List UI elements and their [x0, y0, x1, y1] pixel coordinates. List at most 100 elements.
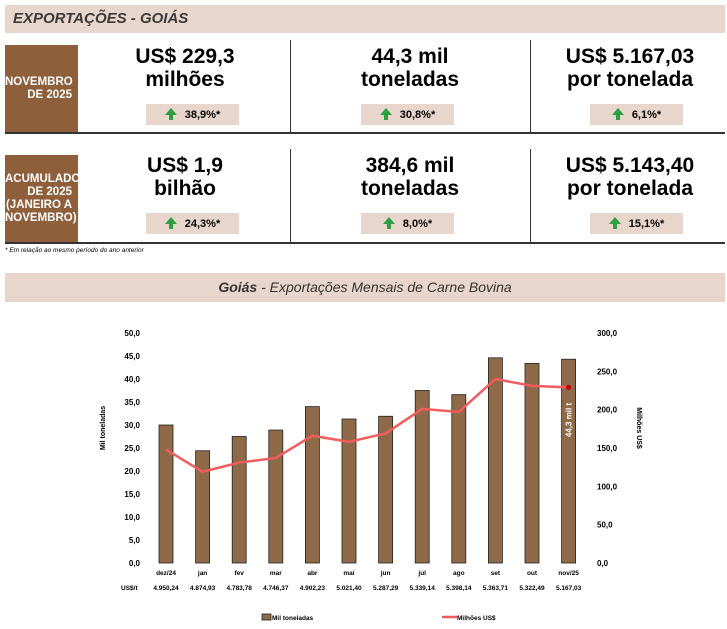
- price-label: 4.783,78: [227, 585, 253, 592]
- value-price-ytd: US$ 5.143,40 por tonelada: [565, 154, 695, 200]
- arrow-up-icon: [382, 217, 395, 229]
- change-value: 24,3%*: [184, 217, 221, 230]
- y-tick-label: 40,0: [124, 375, 140, 384]
- period-label-month: NOVEMBRO DE 2025: [5, 45, 78, 132]
- divider: [5, 132, 725, 134]
- price-label: 5.398,14: [446, 585, 472, 592]
- change-badge: 38,9%*: [146, 104, 239, 125]
- y2-tick-label: 0,0: [597, 559, 609, 568]
- y-tick-label: 35,0: [124, 398, 140, 407]
- value-volume-month: 44,3 mil toneladas: [360, 45, 460, 91]
- change-badge: 24,3%*: [146, 213, 239, 234]
- y-tick-label: 5,0: [129, 536, 141, 545]
- y2-tick-label: 250,0: [597, 367, 618, 376]
- y-tick-label: 15,0: [124, 490, 140, 499]
- price-label: 4.950,24: [153, 585, 179, 592]
- arrow-up-icon: [608, 217, 621, 229]
- value-price-month: US$ 5.167,03 por tonelada: [565, 45, 695, 91]
- y-tick-label: 50,0: [124, 329, 140, 338]
- x-tick-label: mar: [270, 570, 282, 577]
- bar: [195, 450, 211, 564]
- chart-title-region: Goiás: [218, 279, 258, 295]
- arrow-up-icon: [611, 108, 624, 120]
- change-value: 6,1%*: [631, 108, 662, 121]
- arrow-up-icon: [379, 108, 392, 120]
- arrow-up-icon: [164, 108, 177, 120]
- data-label: 44,3 mil t: [565, 403, 574, 438]
- y-tick-label: 10,0: [124, 513, 140, 522]
- bar: [451, 394, 467, 564]
- bar: [158, 424, 174, 564]
- price-label: 4.902,23: [300, 585, 326, 592]
- divider: [5, 242, 725, 244]
- bar: [304, 406, 320, 564]
- bar: [524, 362, 540, 564]
- change-badge: 6,1%*: [590, 104, 683, 125]
- price-row-label: US$/t: [121, 585, 138, 592]
- bar: [414, 390, 430, 564]
- x-tick-label: abr: [307, 570, 318, 577]
- price-label: 5.167,03: [556, 585, 582, 592]
- price-label: 5.021,40: [336, 585, 362, 592]
- y-tick-label: 45,0: [124, 352, 140, 361]
- divider: [530, 149, 531, 242]
- legend-line-label: Milhões US$: [457, 615, 496, 622]
- x-tick-label: nov/25: [558, 570, 579, 577]
- change-value: 30,8%*: [399, 108, 436, 121]
- bar: [231, 436, 247, 564]
- legend-bar-swatch: [261, 613, 272, 621]
- page-title: EXPORTAÇÕES - GOIÁS: [13, 10, 189, 27]
- change-badge: 30,8%*: [361, 104, 454, 125]
- divider: [530, 40, 531, 132]
- y2-tick-label: 300,0: [597, 329, 618, 338]
- chart-title-text: - Exportações Mensais de Carne Bovina: [257, 279, 512, 295]
- footnote: * Em relação ao mesmo período do ano ant…: [5, 247, 144, 254]
- bar: [487, 357, 503, 564]
- x-tick-label: fev: [234, 570, 244, 577]
- bar: [378, 415, 394, 564]
- x-tick-label: jul: [417, 570, 426, 577]
- price-label: 5.363,71: [483, 585, 509, 592]
- y2-tick-label: 150,0: [597, 444, 618, 453]
- series-line: [165, 377, 569, 474]
- y2-tick-label: 100,0: [597, 482, 618, 491]
- change-badge: 8,0%*: [361, 213, 454, 234]
- y2-tick-label: 200,0: [597, 406, 618, 415]
- chart-title: Goiás - Exportações Mensais de Carne Bov…: [5, 273, 725, 302]
- value-volume-ytd: 384,6 mil toneladas: [360, 154, 460, 200]
- x-tick-label: dez/24: [156, 570, 176, 577]
- legend-bar-label: Mil toneladas: [272, 615, 314, 622]
- divider: [290, 149, 291, 242]
- arrow-up-icon: [164, 217, 177, 229]
- bar: [561, 358, 576, 564]
- y-tick-label: 20,0: [124, 467, 140, 476]
- y-tick-label: 25,0: [124, 444, 140, 453]
- y-axis-label: Mil toneladas: [100, 406, 107, 450]
- bar: [268, 429, 284, 564]
- change-value: 15,1%*: [628, 217, 665, 230]
- price-label: 5.287,29: [373, 585, 399, 592]
- y-tick-label: 30,0: [124, 421, 140, 430]
- page-header: EXPORTAÇÕES - GOIÁS: [5, 5, 725, 33]
- y2-axis-label: Milhões US$: [635, 407, 642, 449]
- value-revenue-month: US$ 229,3 milhões: [135, 45, 235, 91]
- change-badge: 15,1%*: [590, 213, 683, 234]
- period-label-ytd: ACUMULADO DE 2025 (JANEIRO A NOVEMBRO): [5, 155, 80, 242]
- bar: [341, 418, 357, 564]
- y-tick-label: 0,0: [129, 559, 141, 568]
- value-revenue-ytd: US$ 1,9 bilhão: [147, 154, 223, 200]
- x-tick-label: jan: [197, 570, 207, 577]
- x-tick-label: mai: [343, 570, 354, 577]
- price-label: 5.322,49: [519, 585, 545, 592]
- change-value: 38,9%*: [184, 108, 221, 121]
- price-label: 4.746,37: [263, 585, 289, 592]
- x-tick-label: jun: [380, 570, 391, 577]
- x-tick-label: set: [491, 570, 501, 577]
- x-tick-label: out: [527, 570, 538, 577]
- divider: [290, 40, 291, 132]
- x-tick-label: ago: [453, 570, 465, 577]
- line-point: [566, 384, 572, 390]
- price-label: 4.874,93: [190, 585, 216, 592]
- price-label: 5.339,14: [410, 585, 436, 592]
